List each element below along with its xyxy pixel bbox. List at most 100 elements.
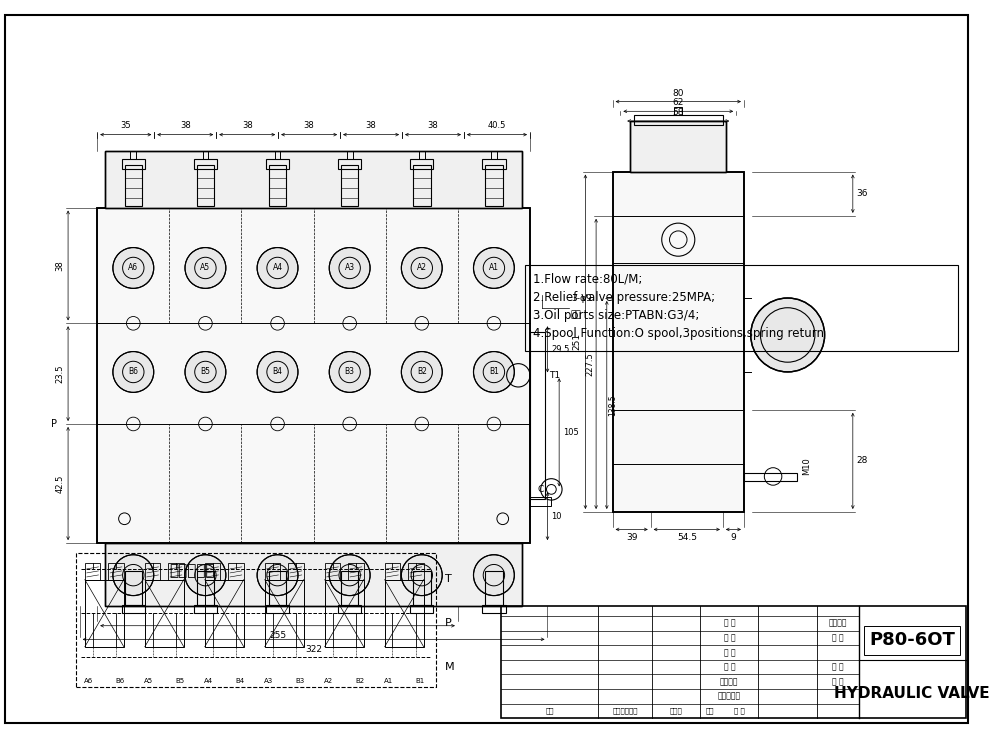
Text: A3: A3 bbox=[345, 263, 355, 272]
Text: B1: B1 bbox=[415, 678, 424, 684]
Bar bbox=[105, 151, 522, 207]
Bar bbox=[630, 121, 726, 172]
Text: B1: B1 bbox=[489, 368, 499, 376]
Text: A1: A1 bbox=[384, 678, 393, 684]
Circle shape bbox=[329, 555, 370, 596]
Bar bbox=[347, 151, 353, 159]
Bar bbox=[76, 553, 436, 687]
Text: A3: A3 bbox=[264, 678, 273, 684]
Bar bbox=[413, 571, 431, 605]
Text: 39: 39 bbox=[626, 534, 637, 542]
Bar bbox=[105, 151, 522, 207]
Text: 38: 38 bbox=[428, 121, 438, 130]
Bar bbox=[105, 543, 522, 607]
Bar bbox=[269, 165, 286, 206]
Bar bbox=[97, 207, 530, 543]
Text: 80: 80 bbox=[673, 89, 684, 97]
Text: 28: 28 bbox=[857, 456, 868, 466]
Text: T: T bbox=[445, 573, 452, 584]
Text: 更改内容概要: 更改内容概要 bbox=[613, 708, 638, 714]
Circle shape bbox=[257, 247, 298, 289]
Text: 标记: 标记 bbox=[545, 708, 554, 714]
Bar bbox=[265, 579, 304, 646]
Text: A6: A6 bbox=[128, 263, 138, 272]
Text: T1: T1 bbox=[549, 370, 561, 380]
Text: A5: A5 bbox=[144, 678, 153, 684]
Text: HYDRAULIC VALVE: HYDRAULIC VALVE bbox=[834, 686, 990, 701]
Text: 54.5: 54.5 bbox=[677, 534, 697, 542]
Bar bbox=[613, 172, 744, 512]
Text: 29.5: 29.5 bbox=[551, 345, 570, 354]
Bar bbox=[530, 331, 545, 500]
Text: 设 计: 设 计 bbox=[724, 618, 735, 628]
Bar bbox=[275, 151, 280, 159]
Bar bbox=[203, 151, 208, 159]
Text: B3: B3 bbox=[345, 368, 355, 376]
Circle shape bbox=[473, 351, 514, 393]
Text: 58: 58 bbox=[673, 108, 684, 117]
Bar bbox=[288, 563, 304, 579]
Bar bbox=[338, 605, 361, 613]
Bar bbox=[341, 571, 358, 605]
Text: 日期: 日期 bbox=[706, 708, 714, 714]
Bar bbox=[385, 579, 424, 646]
Text: 322: 322 bbox=[305, 645, 322, 654]
Text: M10: M10 bbox=[802, 457, 811, 475]
Bar bbox=[266, 159, 289, 169]
Bar bbox=[85, 579, 124, 646]
Text: 38: 38 bbox=[366, 121, 376, 130]
Text: B3: B3 bbox=[295, 678, 304, 684]
Text: 62: 62 bbox=[673, 98, 684, 108]
Text: 251: 251 bbox=[573, 334, 582, 351]
Bar bbox=[125, 165, 142, 206]
Text: B2: B2 bbox=[355, 678, 364, 684]
Text: 重 量: 重 量 bbox=[832, 633, 844, 642]
Text: 10: 10 bbox=[551, 511, 562, 521]
Text: 38: 38 bbox=[304, 121, 315, 130]
Bar bbox=[408, 563, 424, 579]
Bar bbox=[85, 563, 100, 579]
Bar bbox=[269, 571, 286, 605]
Text: 40.5: 40.5 bbox=[488, 121, 506, 130]
Bar bbox=[674, 108, 682, 115]
Circle shape bbox=[401, 351, 442, 393]
Text: 42.5: 42.5 bbox=[55, 475, 64, 493]
Text: M: M bbox=[445, 662, 455, 672]
Text: 通孔: 通孔 bbox=[571, 311, 582, 320]
Bar bbox=[266, 605, 289, 613]
Text: 9: 9 bbox=[731, 534, 736, 542]
Circle shape bbox=[113, 555, 154, 596]
Circle shape bbox=[185, 247, 226, 289]
Circle shape bbox=[113, 247, 154, 289]
Circle shape bbox=[401, 555, 442, 596]
Bar bbox=[205, 563, 220, 579]
Text: 4.Spool Function:O spool,3positions,spring return: 4.Spool Function:O spool,3positions,spri… bbox=[533, 328, 824, 340]
Bar bbox=[744, 472, 797, 481]
Bar bbox=[634, 115, 723, 125]
Text: 1.Flow rate:80L/M;: 1.Flow rate:80L/M; bbox=[533, 272, 642, 285]
Bar bbox=[145, 563, 160, 579]
Circle shape bbox=[113, 351, 154, 393]
Text: 38: 38 bbox=[55, 260, 64, 271]
Text: A4: A4 bbox=[204, 678, 213, 684]
Text: C: C bbox=[538, 485, 544, 494]
Bar bbox=[630, 121, 726, 172]
Bar bbox=[194, 605, 217, 613]
Circle shape bbox=[257, 351, 298, 393]
Bar bbox=[228, 563, 244, 579]
Text: 35: 35 bbox=[120, 121, 131, 130]
Circle shape bbox=[401, 247, 442, 289]
Circle shape bbox=[329, 351, 370, 393]
Bar bbox=[145, 579, 184, 646]
Bar bbox=[122, 159, 145, 169]
Text: 23.5: 23.5 bbox=[55, 365, 64, 383]
Text: 38: 38 bbox=[180, 121, 191, 130]
Bar bbox=[122, 605, 145, 613]
Bar bbox=[482, 605, 506, 613]
Text: 液压原理图: 液压原理图 bbox=[170, 563, 215, 578]
Text: 3-φ9: 3-φ9 bbox=[571, 294, 592, 303]
Circle shape bbox=[329, 247, 370, 289]
Text: 制 图: 制 图 bbox=[724, 633, 735, 642]
Bar bbox=[419, 151, 425, 159]
Text: B4: B4 bbox=[235, 678, 244, 684]
